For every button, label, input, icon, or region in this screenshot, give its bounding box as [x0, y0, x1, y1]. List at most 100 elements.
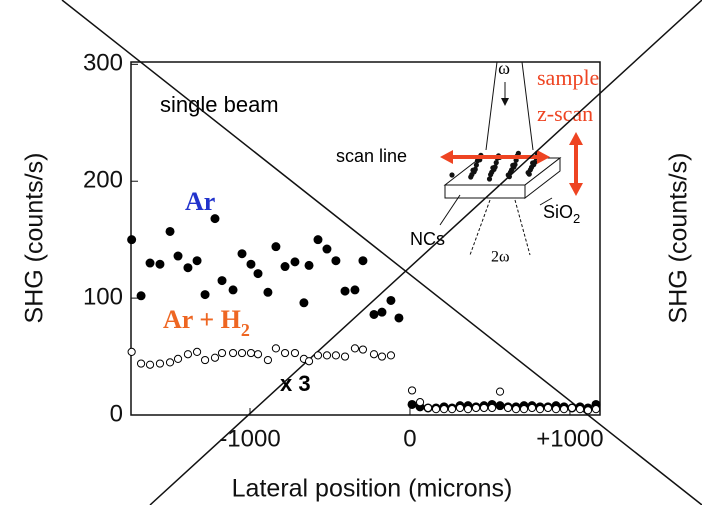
data-point [200, 290, 210, 300]
data-point [322, 351, 332, 360]
data-point [173, 354, 183, 363]
data-point [217, 348, 227, 358]
cross-line [61, 0, 702, 505]
data-point [423, 403, 433, 413]
data-point [246, 259, 256, 269]
nc-dot [472, 166, 478, 172]
data-point [145, 258, 155, 268]
data-point [322, 244, 332, 254]
arrowhead [440, 150, 453, 164]
inset-label: ω [498, 58, 510, 78]
data-point [136, 359, 146, 368]
data-point [543, 403, 553, 413]
y-tick-label: 300 [83, 50, 123, 77]
annotation: x 3 [280, 371, 311, 396]
data-point [471, 403, 481, 413]
nc-dot [489, 169, 495, 175]
y-tick-label: 100 [83, 283, 123, 310]
data-point [591, 405, 601, 414]
data-point [583, 406, 593, 415]
data-point [369, 309, 379, 319]
data-point [386, 351, 396, 360]
data-point [127, 235, 137, 245]
data-point [358, 345, 368, 354]
data-point [192, 347, 202, 356]
data-point [290, 257, 300, 267]
x-tick-label: 0 [403, 425, 416, 452]
data-point [155, 259, 165, 269]
data-point [183, 350, 193, 359]
inset-label: z-scan [537, 101, 593, 126]
data-point [165, 226, 175, 236]
nc-dot [515, 150, 521, 156]
inset-label: SiO2 [543, 202, 580, 227]
y-axis-label: SHG (counts/s) [21, 153, 49, 324]
data-point [183, 263, 193, 273]
annotation: single beam [160, 92, 279, 117]
data-point [407, 386, 417, 395]
beam [521, 61, 534, 151]
data-point [358, 256, 368, 266]
legend-entry: Ar [185, 187, 215, 216]
x-axis-label: Lateral position (microns) [232, 475, 513, 503]
data-point [527, 403, 537, 413]
data-point [280, 262, 290, 272]
data-point [210, 353, 220, 362]
data-point [535, 405, 545, 414]
inset-label: 2ω [491, 249, 510, 266]
data-point [567, 403, 577, 413]
data-point [155, 359, 165, 368]
arrowhead [501, 98, 509, 106]
data-point [377, 307, 387, 317]
data-point [487, 403, 497, 413]
data-point [165, 358, 175, 367]
data-point [386, 295, 396, 305]
shg-beam [469, 199, 491, 256]
slab-front [444, 184, 526, 199]
legend: Ar Ar + H2 [163, 187, 250, 340]
data-point [299, 298, 309, 308]
nc-dot [449, 172, 455, 178]
data-point [313, 235, 323, 245]
arrowhead [569, 132, 583, 145]
data-point [463, 405, 473, 414]
data-point [290, 348, 300, 358]
y-tick-label: 200 [83, 167, 123, 194]
nc-dot [532, 159, 538, 165]
shg-beam [514, 199, 531, 256]
arrowhead [537, 150, 550, 164]
data-point [394, 313, 404, 323]
data-point [447, 405, 457, 414]
data-point [350, 344, 360, 353]
nc-dot [473, 162, 479, 168]
data-point [280, 348, 290, 358]
nc-dot [525, 170, 531, 176]
data-point [210, 214, 220, 224]
beam [485, 61, 498, 151]
data-point [263, 355, 273, 365]
data-point [304, 260, 314, 270]
inset-label: sample [537, 65, 599, 90]
data-point [377, 352, 387, 361]
slab-side [524, 156, 561, 200]
data-point [127, 347, 136, 356]
data-point [145, 360, 155, 369]
nc-dot [492, 164, 498, 170]
leader [539, 197, 553, 206]
data-point [439, 405, 449, 414]
data-point [192, 256, 202, 266]
data-point [228, 285, 238, 295]
inset-label: NCs [410, 229, 445, 249]
x-tick-label: -1000 [219, 425, 280, 452]
data-point [340, 286, 350, 296]
legend-entry: Ar + H2 [163, 305, 250, 340]
x-tick-label: +1000 [536, 425, 603, 452]
data-point [340, 352, 350, 361]
data-point [263, 287, 273, 297]
data-point [237, 348, 247, 358]
data-point [200, 355, 210, 365]
data-point [304, 357, 314, 366]
data-point [369, 350, 379, 359]
data-point [559, 405, 569, 414]
